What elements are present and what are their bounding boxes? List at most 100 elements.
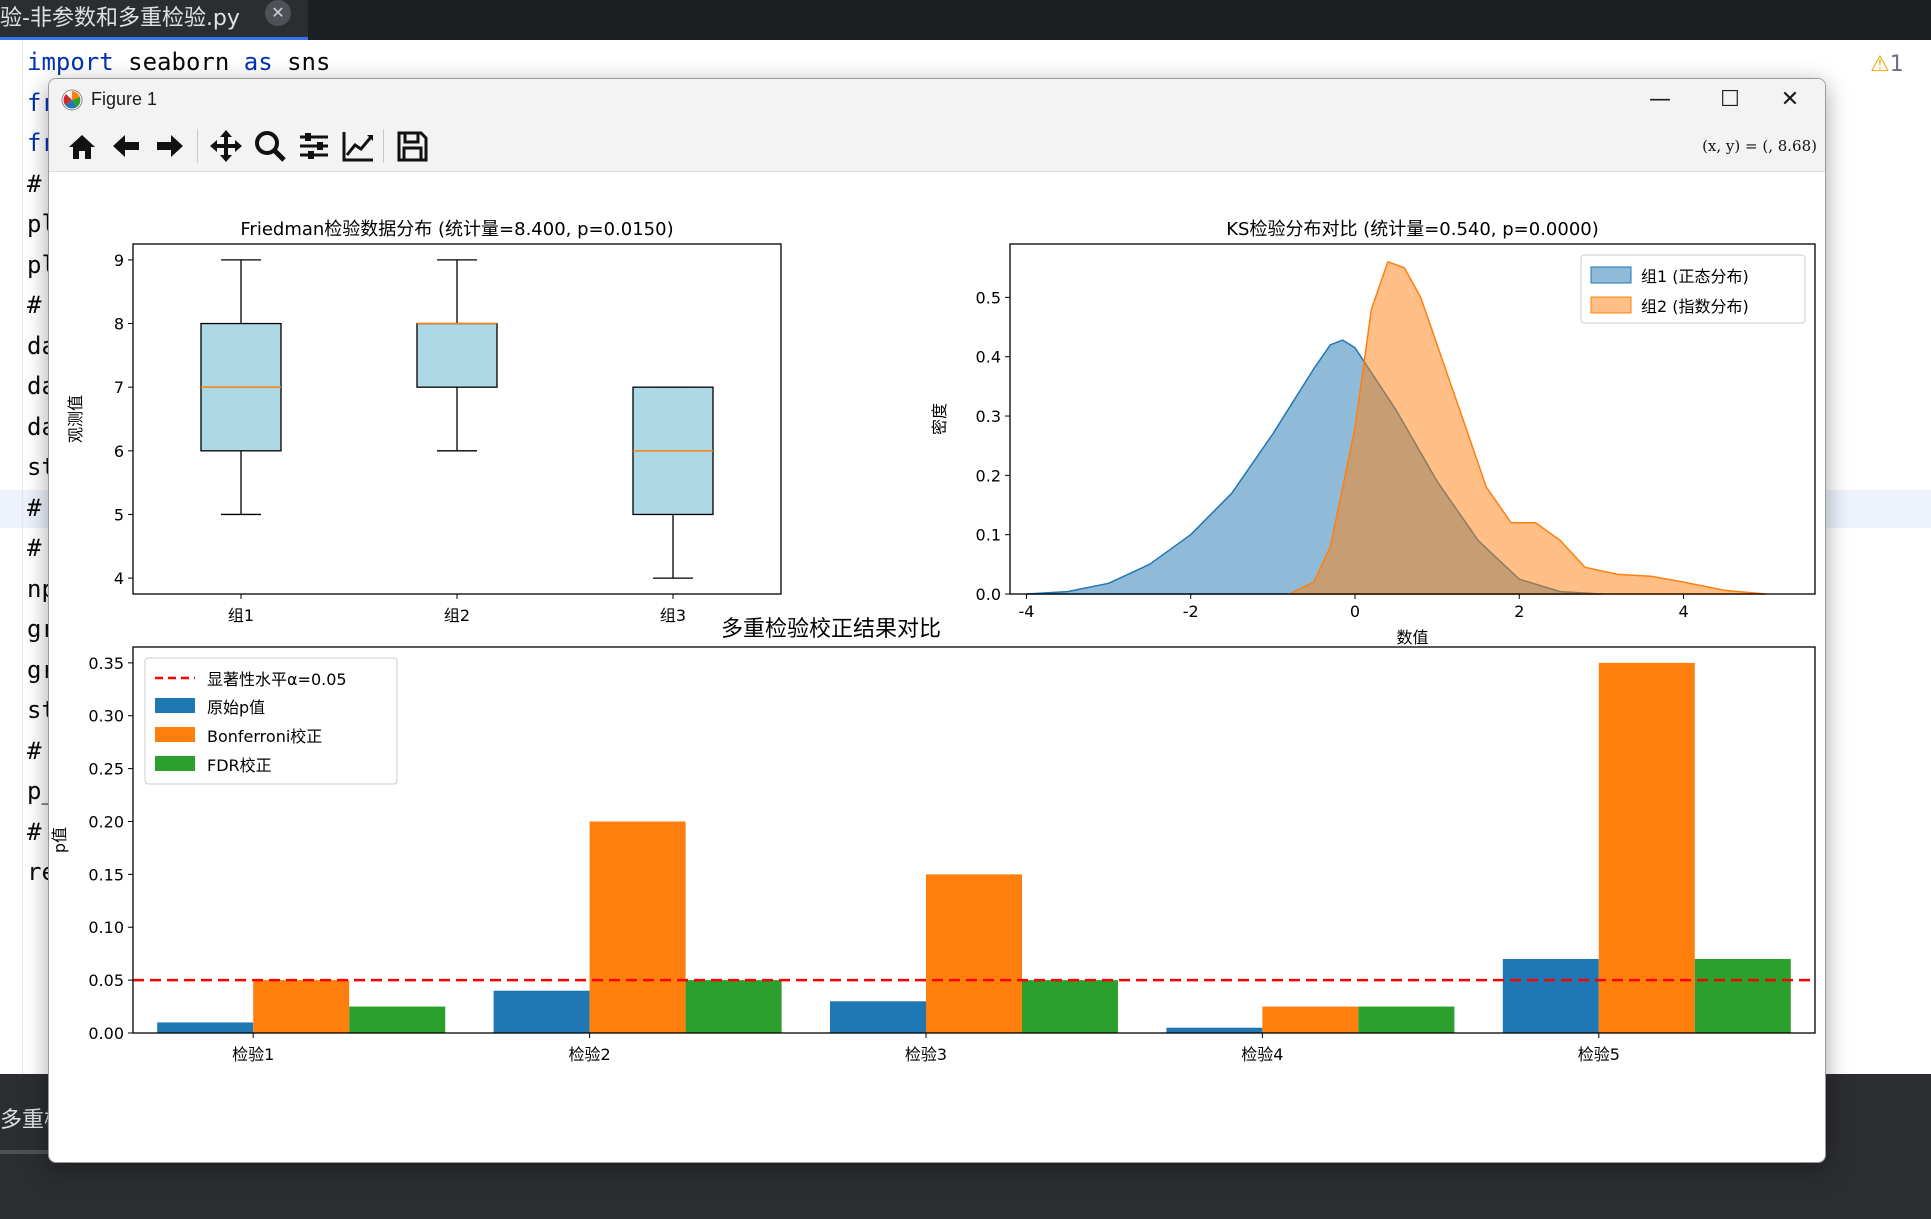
bottom-tab-indicator <box>0 1150 48 1154</box>
chart3-legend-swatch <box>155 756 195 771</box>
close-button[interactable]: ✕ <box>1780 87 1800 112</box>
code-line[interactable]: # <box>27 291 42 319</box>
code-line[interactable]: # <box>27 169 42 198</box>
chart2-title: KS检验分布对比 (统计量=0.540, p=0.0000) <box>1226 219 1599 240</box>
chart3-frame <box>132 646 1816 1034</box>
code-line[interactable]: # <box>27 534 42 562</box>
chart3-title: 多重检验校正结果对比 <box>721 617 941 642</box>
chart3-xtick-label: 检验5 <box>1578 1045 1620 1064</box>
coordinate-readout: (x, y) = (, 8.68) <box>1702 137 1817 155</box>
chart2-legend-label: 组2 (指数分布) <box>1641 297 1749 316</box>
chart3-bar <box>830 1001 926 1033</box>
chart3-legend-label: 原始p值 <box>207 698 265 717</box>
chart2-legend <box>1580 254 1806 324</box>
chart3-ytick-label: 0.15 <box>88 865 124 884</box>
editor-tab-label: 验-非参数和多重检验.py <box>0 6 240 31</box>
chart3-legend-label: FDR校正 <box>207 756 272 775</box>
code-line[interactable]: # <box>27 736 42 765</box>
chart1-box <box>416 322 498 388</box>
warning-count: 1 <box>1889 52 1904 77</box>
chart2-density-area <box>1288 261 1767 595</box>
save-icon[interactable] <box>393 127 431 165</box>
chart2-ytick-label: 0.5 <box>976 288 1001 307</box>
warning-icon: ⚠ <box>1870 52 1890 77</box>
chart1-title: Friedman检验数据分布 (统计量=8.400, p=0.0150) <box>240 219 673 240</box>
chart3-bar <box>1694 958 1791 1033</box>
chart3-bar <box>1262 1006 1359 1033</box>
chart3-xtick-label: 检验1 <box>232 1045 274 1064</box>
chart3-legend-label: Bonferroni校正 <box>207 727 322 746</box>
figure-window[interactable]: Figure 1 — ☐ ✕ (x, y) = (, 8.68) Friedma… <box>48 78 1826 1163</box>
chart1-ytick-label: 4 <box>114 569 124 588</box>
chart3-ytick-label: 0.35 <box>88 654 124 673</box>
chart1-frame <box>132 243 782 595</box>
chart2-legend-swatch <box>1590 296 1632 314</box>
back-arrow-icon[interactable] <box>107 127 145 165</box>
title-bar[interactable]: Figure 1 — ☐ ✕ <box>49 79 1825 121</box>
chart3-bar <box>1502 958 1599 1033</box>
close-icon[interactable]: ✕ <box>265 0 291 26</box>
chart3-ytick-label: 0.10 <box>88 918 124 937</box>
figure-canvas[interactable]: Friedman检验数据分布 (统计量=8.400, p=0.0150) 4 5 6 7… <box>49 171 1825 1162</box>
chart3-ytick-label: 0.00 <box>88 1024 124 1043</box>
chart3-ylabel: p值 <box>50 827 69 853</box>
configure-subplots-icon[interactable] <box>295 127 333 165</box>
chart2-xlabel: 数值 <box>1396 628 1428 647</box>
chart3-ytick-label: 0.05 <box>88 971 124 990</box>
chart3-bar <box>253 980 350 1033</box>
chart3-legend <box>144 657 398 785</box>
chart3-bar <box>1166 1027 1263 1033</box>
chart1-xtick-label: 组3 <box>660 606 686 625</box>
chart3-bar <box>1358 1006 1455 1033</box>
code-line[interactable]: # <box>27 817 42 846</box>
maximize-button[interactable]: ☐ <box>1720 87 1740 112</box>
chart2-legend-label: 组1 (正态分布) <box>1641 267 1749 286</box>
toolbar-separator <box>383 129 384 163</box>
zoom-icon[interactable] <box>251 127 289 165</box>
code-line[interactable]: import seaborn as sns <box>27 48 331 76</box>
chart3-bar <box>926 874 1022 1033</box>
chart2-ylabel: 密度 <box>930 403 949 435</box>
chart1-ytick-label: 7 <box>114 378 124 397</box>
home-icon[interactable] <box>63 127 101 165</box>
chart1-ytick-label: 9 <box>114 251 124 270</box>
chart1-xtick-label: 组1 <box>228 606 254 625</box>
gutter-divider <box>22 40 23 1074</box>
chart3-xtick-label: 检验2 <box>569 1045 611 1064</box>
inspection-warning[interactable]: ⚠1 <box>1870 52 1904 77</box>
chart3-bar <box>1598 662 1695 1033</box>
chart3-bar <box>589 821 686 1033</box>
pan-icon[interactable] <box>207 127 245 165</box>
chart1-ytick-label: 8 <box>114 315 124 334</box>
chart3-legend-swatch <box>155 727 195 742</box>
minimize-button[interactable]: — <box>1649 87 1671 112</box>
chart3-bar <box>685 980 782 1033</box>
editor-tab[interactable]: 验-非参数和多重检验.py ✕ <box>0 0 308 40</box>
chart2-ytick-label: 0.3 <box>976 407 1001 426</box>
chart2-xtick-label: -2 <box>1183 602 1199 621</box>
chart2-xtick-label: 2 <box>1514 602 1524 621</box>
code-line[interactable]: # <box>27 493 42 522</box>
chart2-xtick-label: 0 <box>1350 602 1360 621</box>
chart2-ytick-label: 0.0 <box>976 585 1001 604</box>
chart1-ytick-label: 5 <box>114 505 124 524</box>
chart1-ylabel: 观测值 <box>66 395 85 443</box>
chart3-xtick-label: 检验3 <box>905 1045 947 1064</box>
chart3-legend-swatch <box>155 698 195 713</box>
chart2-xtick-label: 4 <box>1678 602 1688 621</box>
toolbar-separator <box>197 129 198 163</box>
edit-axis-icon[interactable] <box>339 127 377 165</box>
chart3-ytick-label: 0.30 <box>88 707 124 726</box>
window-title: Figure 1 <box>91 89 158 109</box>
chart1-ytick-label: 6 <box>114 442 124 461</box>
editor-tab-bar: 验-非参数和多重检验.py ✕ <box>0 0 1931 40</box>
chart3-xtick-label: 检验4 <box>1241 1045 1283 1064</box>
chart2-ytick-label: 0.1 <box>976 526 1001 545</box>
chart3-bar <box>1022 980 1118 1033</box>
chart3-bar <box>157 1022 254 1033</box>
chart3-ytick-label: 0.25 <box>88 760 124 779</box>
navigation-toolbar: (x, y) = (, 8.68) <box>49 121 1825 172</box>
forward-arrow-icon[interactable] <box>151 127 189 165</box>
chart3-legend-label: 显著性水平α=0.05 <box>207 670 347 689</box>
chart3-ytick-label: 0.20 <box>88 812 124 831</box>
